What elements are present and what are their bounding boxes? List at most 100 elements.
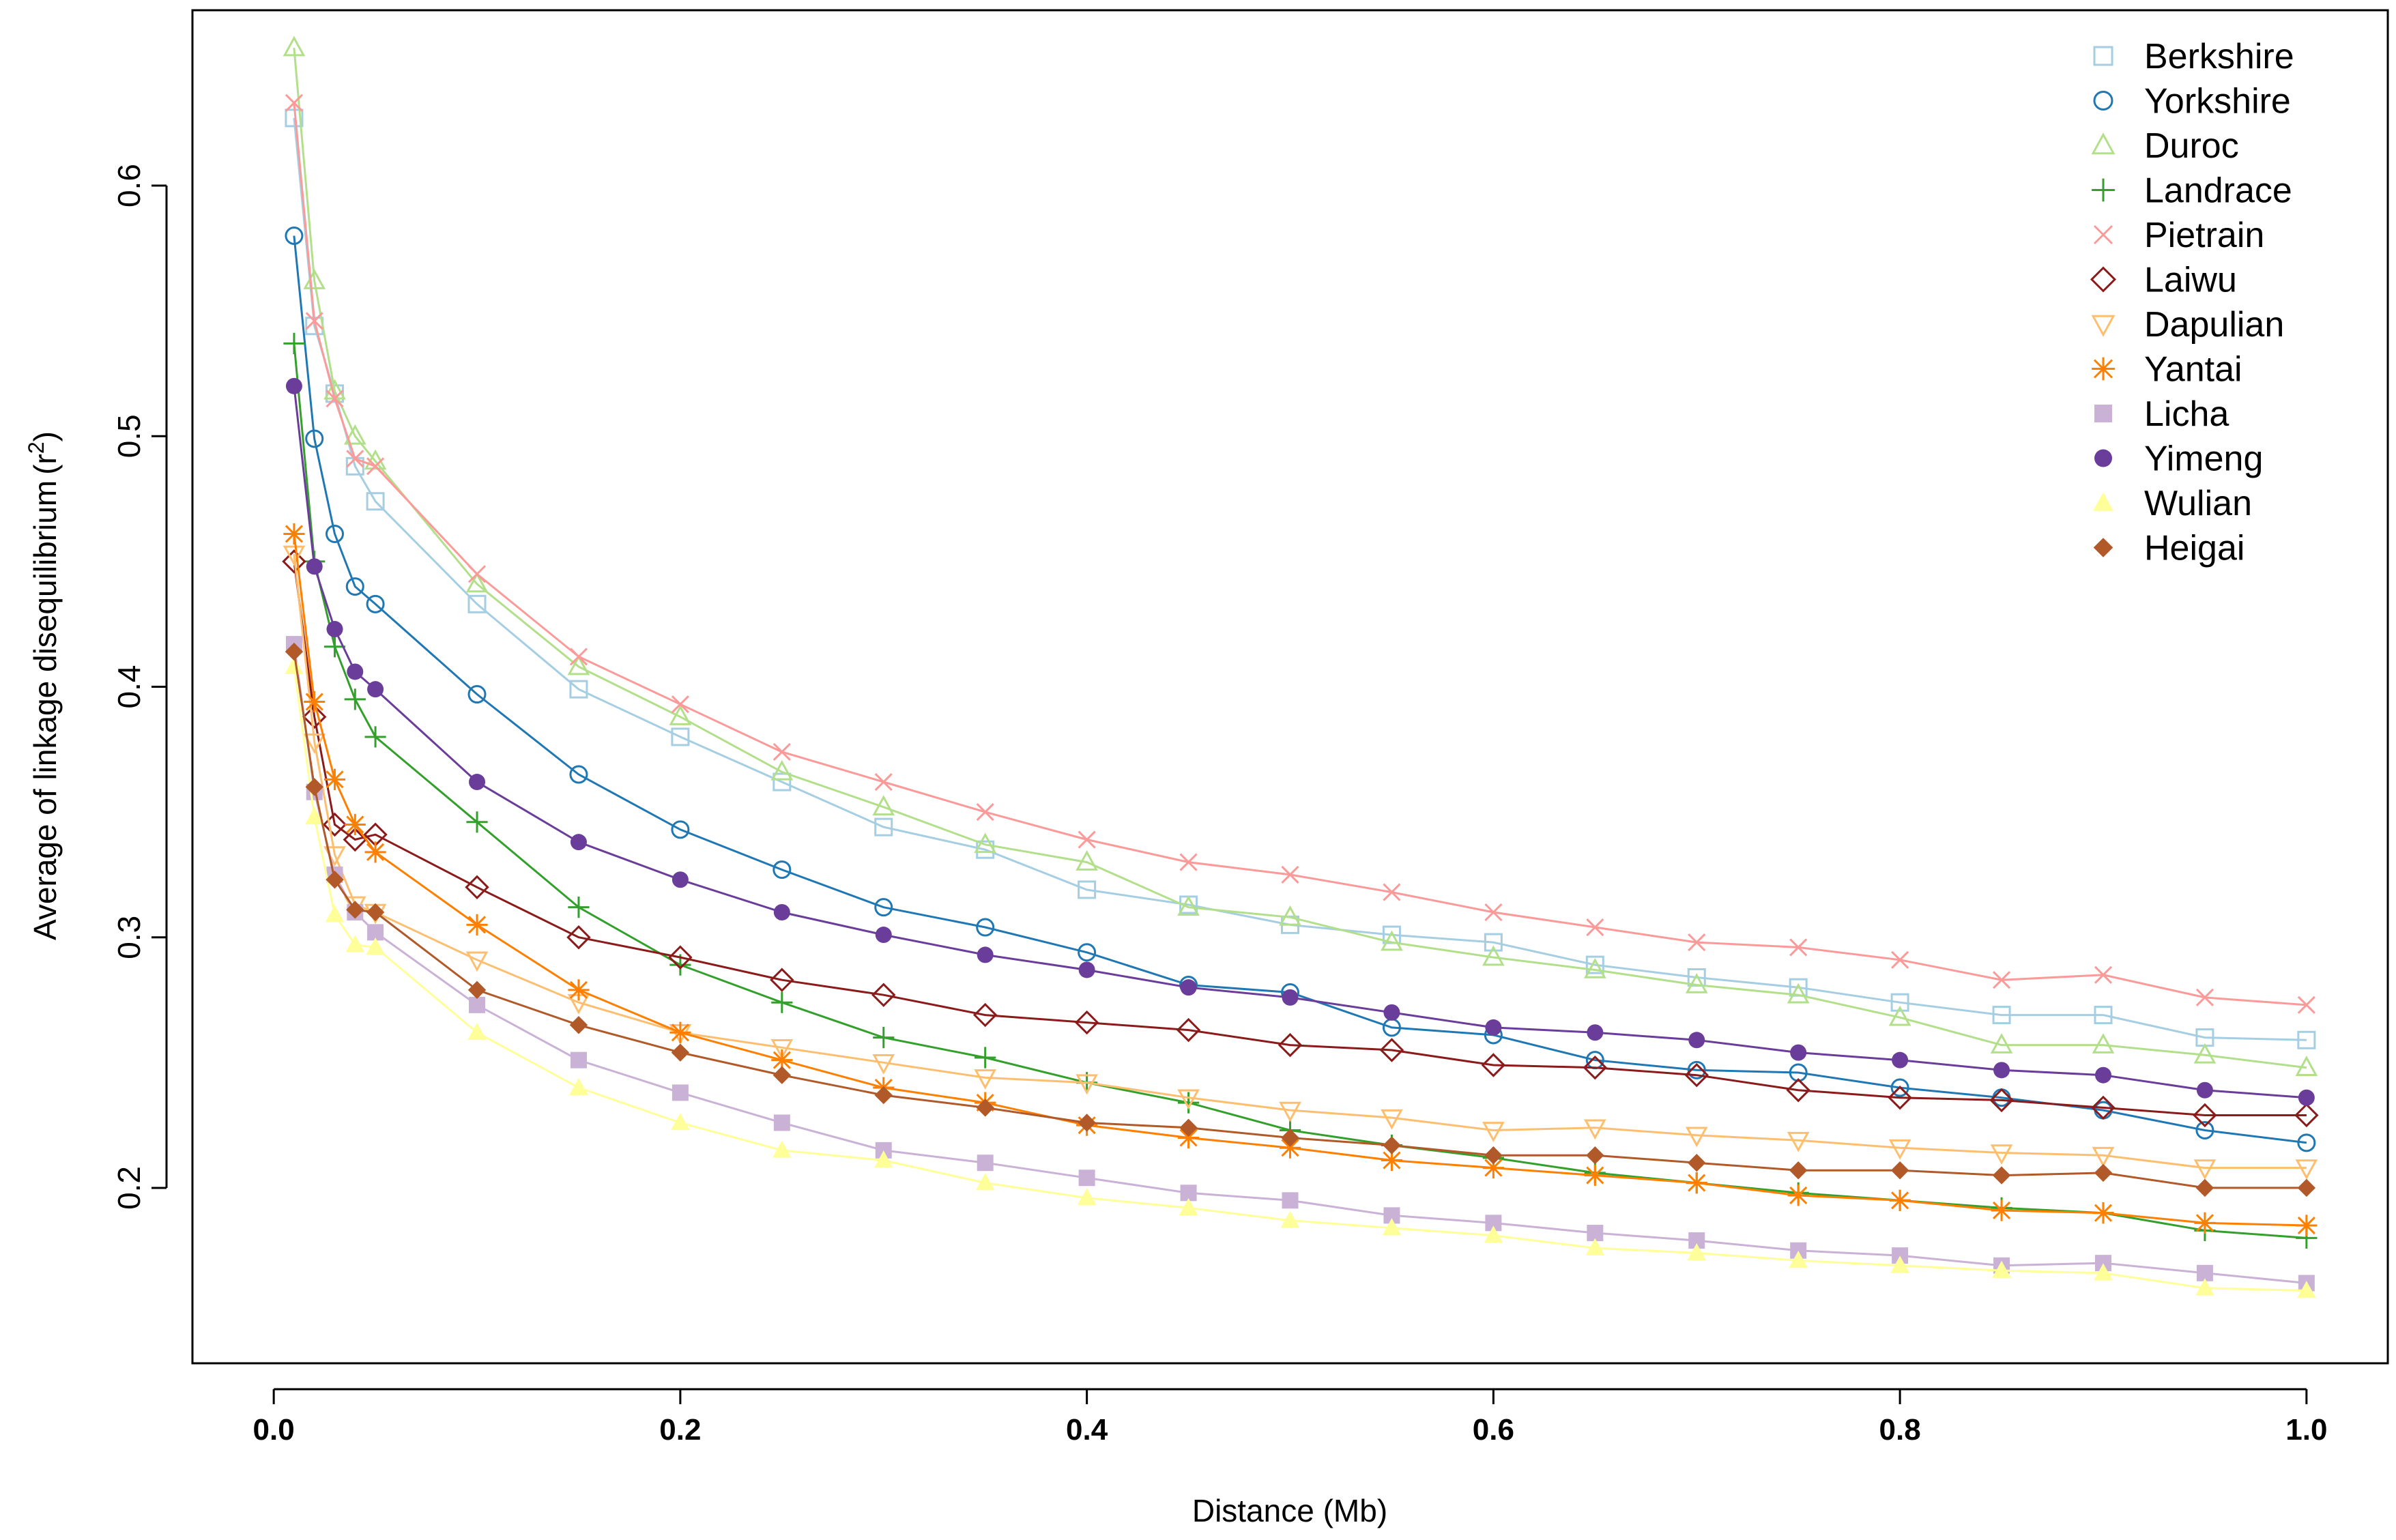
data-point [871,983,896,1007]
data-point [773,1066,792,1084]
data-point [1381,1109,1403,1130]
data-point [1484,1225,1503,1243]
data-point [364,726,386,748]
series-line [293,343,2307,1239]
data-point [2094,1066,2111,1084]
data-point [467,594,487,613]
data-point [671,820,690,839]
data-point [671,1043,690,1062]
data-point [1279,1137,1301,1159]
data-point [346,901,364,919]
data-point [2297,1178,2316,1197]
data-point [771,1049,793,1071]
data-point [569,648,588,666]
data-point [770,968,794,992]
data-point [2295,1056,2318,1076]
data-point [2094,1163,2113,1182]
y-tick-label: 0.6 [111,164,147,207]
data-point [1180,979,1197,996]
data-point [2091,1095,2116,1120]
data-point [2193,1159,2217,1180]
series-line [293,235,2307,1144]
data-point [2195,1178,2214,1197]
legend-marker [2090,266,2117,293]
data-point [323,768,346,790]
data-point [770,759,794,781]
data-point [567,654,590,675]
y-axis: 0.2 0.3 0.4 0.5 0.6 [111,164,168,1210]
legend-marker [2093,538,2113,557]
data-point [283,332,305,355]
data-point [2195,1278,2214,1296]
y-tick-label: 0.2 [111,1166,147,1210]
y-axis-title: Average of linkage disequilibrium (r2) [24,431,63,940]
legend-item: Pietrain [2093,216,2264,255]
data-point [976,1099,994,1117]
legend-item: Laiwu [2090,261,2237,300]
data-point [1074,1010,1099,1035]
data-point [366,492,385,511]
data-point [1584,1164,1606,1187]
x-axis-title: Distance (Mb) [1192,1493,1387,1528]
series-pietrain [285,93,2315,1014]
data-point [872,1054,895,1075]
data-point [1685,972,1708,993]
data-point [773,860,792,880]
legend-marker [2093,492,2113,511]
data-point [323,636,346,658]
data-point [1786,1078,1810,1103]
data-point [1892,1051,1909,1069]
series-licha [285,636,2315,1292]
series-wulian [285,656,2316,1298]
data-point [873,1027,895,1049]
legend-item: Wulian [2093,484,2252,523]
data-point [1076,1074,1098,1095]
data-point [669,705,692,725]
data-point [1787,983,1810,1004]
data-point [2194,1212,2216,1234]
data-point [976,803,994,822]
data-point [1077,1188,1097,1206]
data-point [1992,1006,2011,1025]
data-point [875,927,892,944]
data-point [1989,1088,2014,1113]
data-point [773,742,791,761]
legend-label: Licha [2144,394,2229,434]
data-point [467,565,487,583]
data-point [1281,1129,1299,1147]
data-point [343,827,368,852]
data-point [1992,1166,2011,1185]
data-point [977,946,994,963]
legend-label: Berkshire [2144,37,2294,76]
series-line [293,643,2307,1284]
data-point [668,945,693,970]
legend-marker [2093,91,2113,111]
series-heigai [285,642,2316,1197]
series-line [293,117,2307,1041]
data-point [367,681,384,698]
data-point [2094,965,2113,984]
x-tick-label: 0.0 [253,1413,295,1447]
data-point [2298,1089,2315,1106]
data-point [1177,1127,1200,1149]
data-point [345,935,365,953]
data-point [1685,1127,1708,1148]
data-point [343,424,366,445]
y-tick-label: 0.4 [111,665,147,709]
data-point [974,1069,997,1090]
data-point [366,594,385,613]
data-point [1484,1146,1503,1165]
data-point [874,817,893,837]
data-point [2193,1043,2217,1064]
data-point [570,834,587,851]
legend-label: Wulian [2144,484,2252,523]
data-point [1687,1243,1707,1261]
data-point [773,904,790,920]
data-point [1179,853,1198,871]
legend-item: Licha [2094,394,2229,434]
legend-label: Yorkshire [2144,82,2291,121]
data-point [346,450,364,468]
data-point [972,1002,998,1028]
data-point [2196,1081,2213,1099]
